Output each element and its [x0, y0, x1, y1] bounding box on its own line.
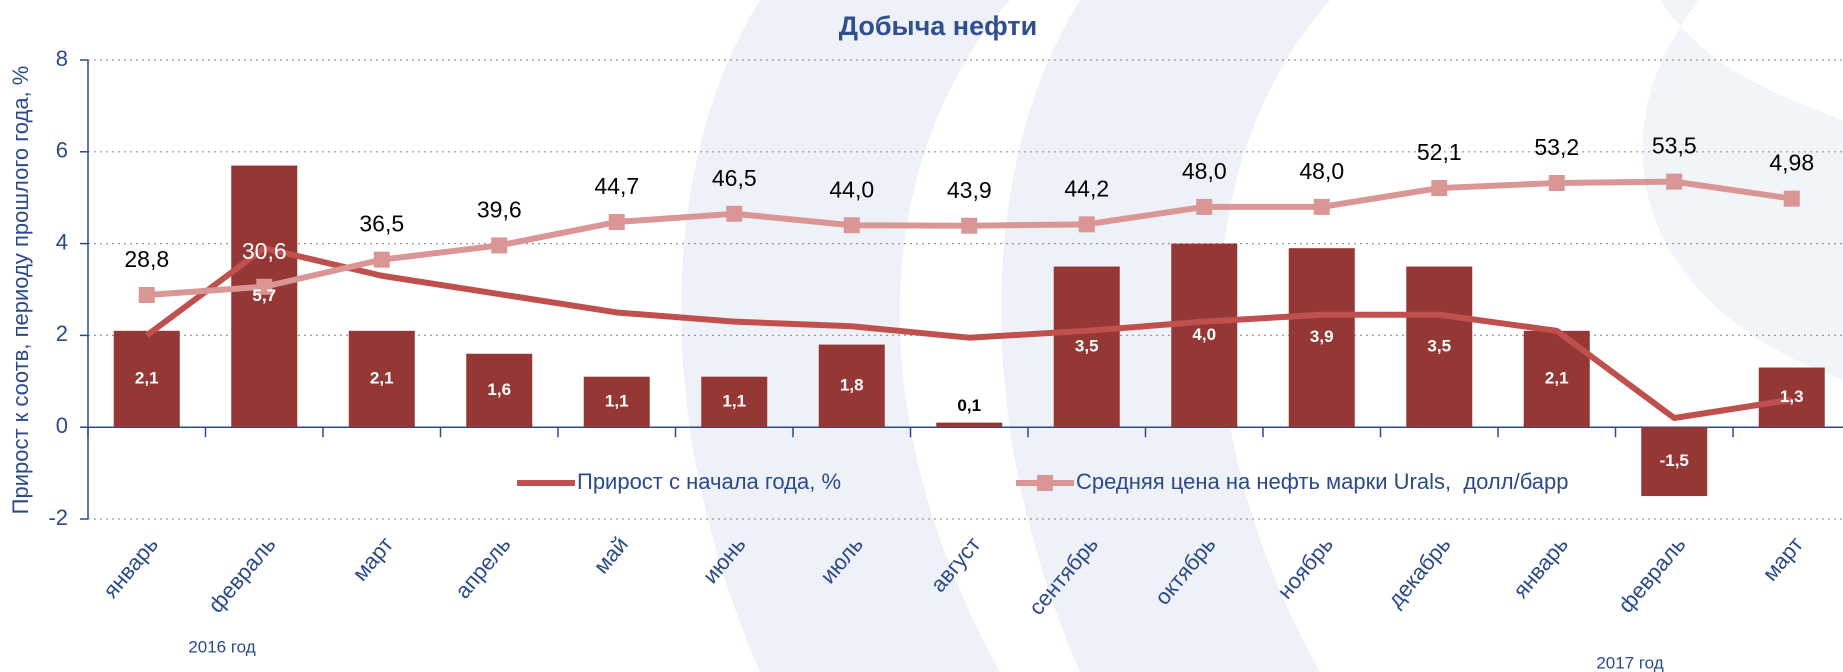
- x-tick-label: февраль: [203, 532, 281, 618]
- data-label: 44,0: [829, 176, 874, 202]
- y-tick-label: 8: [56, 46, 68, 71]
- bar: [1641, 427, 1708, 497]
- marker: [843, 217, 860, 234]
- marker: [373, 251, 390, 268]
- marker: [1783, 190, 1800, 207]
- x-tick-label: январь: [1508, 532, 1573, 603]
- chart-title: Добыча нефти: [839, 11, 1037, 41]
- marker: [1548, 175, 1565, 192]
- marker: [138, 287, 155, 304]
- x-tick-label: март: [1757, 532, 1808, 586]
- marker: [1313, 198, 1330, 215]
- marker: [608, 214, 625, 231]
- data-label: 4,0: [1192, 325, 1216, 344]
- y-axis-label: Прирост к соотв, периоду прошлого года, …: [8, 66, 33, 515]
- data-label: 5,7: [252, 286, 276, 305]
- data-label: 53,2: [1534, 134, 1579, 160]
- marker: [1666, 173, 1683, 190]
- marker: [961, 217, 978, 234]
- marker: [726, 205, 743, 222]
- bar: [1406, 266, 1473, 428]
- marker: [256, 278, 273, 295]
- bar: [1288, 248, 1355, 428]
- legend-label: Средняя цена на нефть марки Urals, долл/…: [1076, 469, 1569, 494]
- data-label: 36,5: [359, 211, 404, 237]
- data-label: 48,0: [1182, 158, 1227, 184]
- bar: [466, 353, 533, 428]
- y-tick-label: 4: [56, 229, 68, 254]
- bar: [1758, 367, 1825, 428]
- bar: [231, 165, 298, 428]
- data-label: 44,2: [1064, 175, 1109, 201]
- legend-swatch: [1037, 475, 1053, 491]
- data-label: 3,9: [1310, 327, 1334, 346]
- y-tick-label: 6: [56, 138, 68, 163]
- y-tick-label: 2: [56, 321, 68, 346]
- data-label: 39,6: [477, 197, 522, 223]
- bar: [113, 330, 180, 428]
- marker: [1078, 216, 1095, 233]
- data-label: 2,1: [135, 368, 159, 387]
- data-label: 28,8: [124, 246, 169, 272]
- data-label: 0,1: [957, 396, 981, 415]
- data-label: -1,5: [1660, 451, 1689, 470]
- bar: [1053, 266, 1120, 428]
- data-label: 52,1: [1417, 139, 1462, 165]
- line: [144, 245, 1793, 422]
- data-label: 2,1: [370, 368, 394, 387]
- data-label: 46,5: [712, 165, 757, 191]
- x-tick-label: декабрь: [1383, 532, 1456, 612]
- data-label: 3,5: [1427, 336, 1451, 355]
- data-label: 53,5: [1652, 133, 1697, 159]
- bar: [583, 376, 650, 428]
- year-label: 2017 год: [1596, 653, 1663, 672]
- data-label: 1,8: [840, 375, 864, 394]
- marker: [491, 237, 508, 254]
- data-label: 43,9: [947, 177, 992, 203]
- x-tick-label: май: [588, 532, 633, 578]
- data-label: 2,1: [1545, 368, 1569, 387]
- x-tick-label: апрель: [450, 532, 516, 603]
- data-label: 44,7: [594, 173, 639, 199]
- x-tick-label: январь: [98, 532, 163, 603]
- data-label: 1,6: [487, 380, 511, 399]
- data-label: 3,5: [1075, 336, 1099, 355]
- x-tick-label: февраль: [1613, 532, 1691, 618]
- y-tick-label: -2: [48, 505, 68, 530]
- data-label: 1,1: [605, 391, 629, 410]
- legend-label: Прирост с начала года, %: [577, 469, 841, 494]
- year-label: 2016 год: [188, 637, 255, 656]
- bar: [701, 376, 768, 428]
- x-tick-label: ноябрь: [1272, 532, 1338, 604]
- bar: [936, 422, 1003, 428]
- bar: [818, 344, 885, 428]
- data-label: 1,1: [722, 391, 746, 410]
- data-label: 48,0: [1299, 158, 1344, 184]
- data-label: 4,98: [1769, 150, 1814, 176]
- marker: [1196, 198, 1213, 215]
- bar: [348, 330, 415, 428]
- data-label: 1,3: [1780, 387, 1804, 406]
- data-label: 30,6: [242, 238, 287, 264]
- marker: [1431, 180, 1448, 197]
- y-tick-label: 0: [56, 413, 68, 438]
- bar: [1171, 243, 1238, 428]
- x-tick-label: март: [347, 532, 398, 586]
